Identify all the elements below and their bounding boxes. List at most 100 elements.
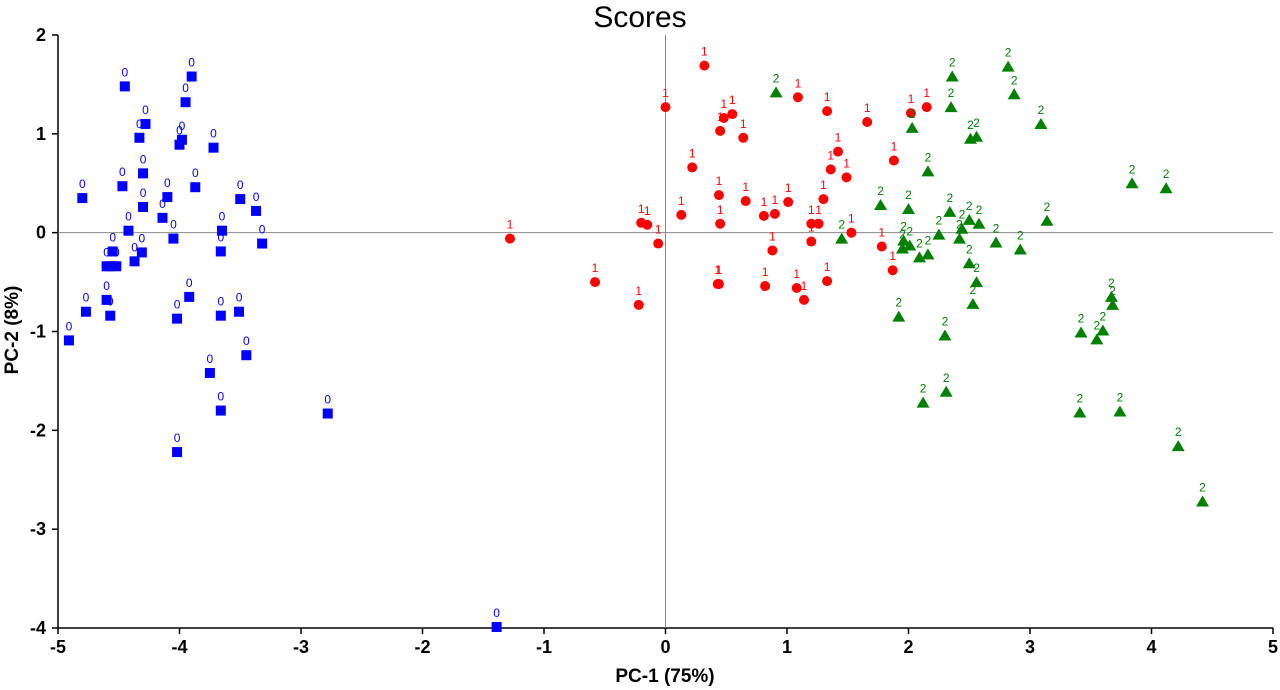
point-class-0	[172, 313, 183, 324]
point-label: 2	[942, 314, 949, 328]
point-label: 1	[891, 140, 898, 154]
point-class-2	[1001, 60, 1015, 72]
point-class-0	[105, 310, 116, 321]
point-class-2	[1013, 243, 1027, 255]
point-label: 2	[943, 371, 950, 385]
point-label: 2	[1044, 200, 1051, 214]
point-class-2	[835, 232, 849, 244]
point-class-1	[905, 108, 916, 119]
y-tick-label: -4	[30, 618, 46, 638]
point-class-1	[727, 109, 738, 120]
point-class-0	[77, 193, 88, 204]
point-label: 0	[179, 119, 186, 133]
x-axis-ticks: -5 -4 -3 -2 -1 0 1 2 3 4 5	[50, 628, 1278, 657]
y-tick-label: 2	[36, 25, 46, 45]
point-class-0	[204, 368, 215, 379]
point-class-0	[186, 71, 197, 82]
x-tick-label: -4	[171, 637, 187, 657]
point-label: 1	[820, 178, 827, 192]
point-label: 1	[848, 212, 855, 226]
point-label: 1	[662, 86, 669, 100]
point-label: 2	[956, 218, 963, 232]
y-tick-label: -1	[30, 322, 46, 342]
point-class-0	[184, 291, 195, 302]
point-label: 0	[119, 165, 126, 179]
point-label: 2	[1175, 425, 1182, 439]
point-label: 0	[253, 190, 260, 204]
point-class-2	[895, 242, 909, 254]
point-label: 0	[259, 223, 266, 237]
point-class-1	[791, 283, 802, 294]
point-class-0	[168, 233, 179, 244]
point-label: 1	[808, 203, 815, 217]
point-label: 2	[1078, 311, 1085, 325]
point-class-1	[846, 227, 857, 238]
x-tick-label: -2	[414, 637, 430, 657]
point-class-2	[938, 329, 952, 341]
point-class-2	[912, 251, 926, 263]
point-label: 0	[136, 117, 143, 131]
point-class-0	[208, 142, 219, 153]
point-class-0	[63, 335, 74, 346]
point-label: 2	[1005, 46, 1012, 60]
point-class-0	[251, 205, 262, 216]
point-class-1	[687, 162, 698, 173]
point-class-0	[129, 256, 140, 267]
point-label: 2	[1117, 391, 1124, 405]
point-label: 0	[142, 103, 149, 117]
point-label: 2	[1093, 318, 1100, 332]
point-label: 1	[843, 156, 850, 170]
point-label: 2	[1038, 103, 1045, 117]
point-label: 2	[970, 283, 977, 297]
point-label: 1	[716, 263, 723, 277]
point-label: 1	[808, 221, 815, 235]
point-label: 1	[878, 226, 885, 240]
point-label: 2	[916, 236, 923, 250]
point-class-2	[962, 257, 976, 269]
point-class-0	[234, 306, 245, 317]
point-class-0	[215, 246, 226, 257]
x-tick-label: -5	[50, 637, 66, 657]
point-label: 2	[773, 71, 780, 85]
point-label: 1	[824, 90, 831, 104]
point-class-1	[822, 276, 833, 287]
point-label: 0	[107, 295, 114, 309]
point-label: 1	[785, 181, 792, 195]
point-label: 2	[966, 199, 973, 213]
point-class-2	[921, 248, 935, 260]
point-class-1	[718, 113, 729, 124]
point-label: 0	[182, 81, 189, 95]
point-label: 0	[217, 390, 224, 404]
point-class-2	[1073, 406, 1087, 418]
point-label: 1	[716, 174, 723, 188]
point-class-0	[215, 310, 226, 321]
point-class-0	[107, 246, 118, 257]
point-class-1	[660, 102, 671, 113]
point-label: 2	[899, 227, 906, 241]
point-class-2	[970, 276, 984, 288]
point-label: 2	[1017, 228, 1024, 242]
point-label: 2	[1109, 284, 1116, 298]
point-label: 2	[1129, 162, 1136, 176]
point-label: 2	[936, 214, 943, 228]
point-label: 0	[493, 606, 500, 620]
x-tick-label: 1	[782, 637, 792, 657]
point-class-1	[740, 196, 751, 207]
point-label: 1	[864, 101, 871, 115]
point-class-2	[1106, 298, 1120, 310]
point-class-1	[758, 210, 769, 221]
point-label: 2	[838, 218, 845, 232]
point-label: 0	[243, 334, 250, 348]
point-class-2	[962, 213, 976, 225]
point-label: 2	[946, 191, 953, 205]
x-tick-label: 3	[1025, 637, 1035, 657]
point-label: 2	[973, 116, 980, 130]
point-class-1	[806, 218, 817, 229]
point-label: 0	[210, 127, 217, 141]
point-class-0	[180, 97, 191, 108]
point-class-2	[939, 385, 953, 397]
point-class-2	[966, 297, 980, 309]
point-label: 1	[762, 265, 769, 279]
point-class-2	[945, 70, 959, 82]
point-class-1	[792, 92, 803, 103]
